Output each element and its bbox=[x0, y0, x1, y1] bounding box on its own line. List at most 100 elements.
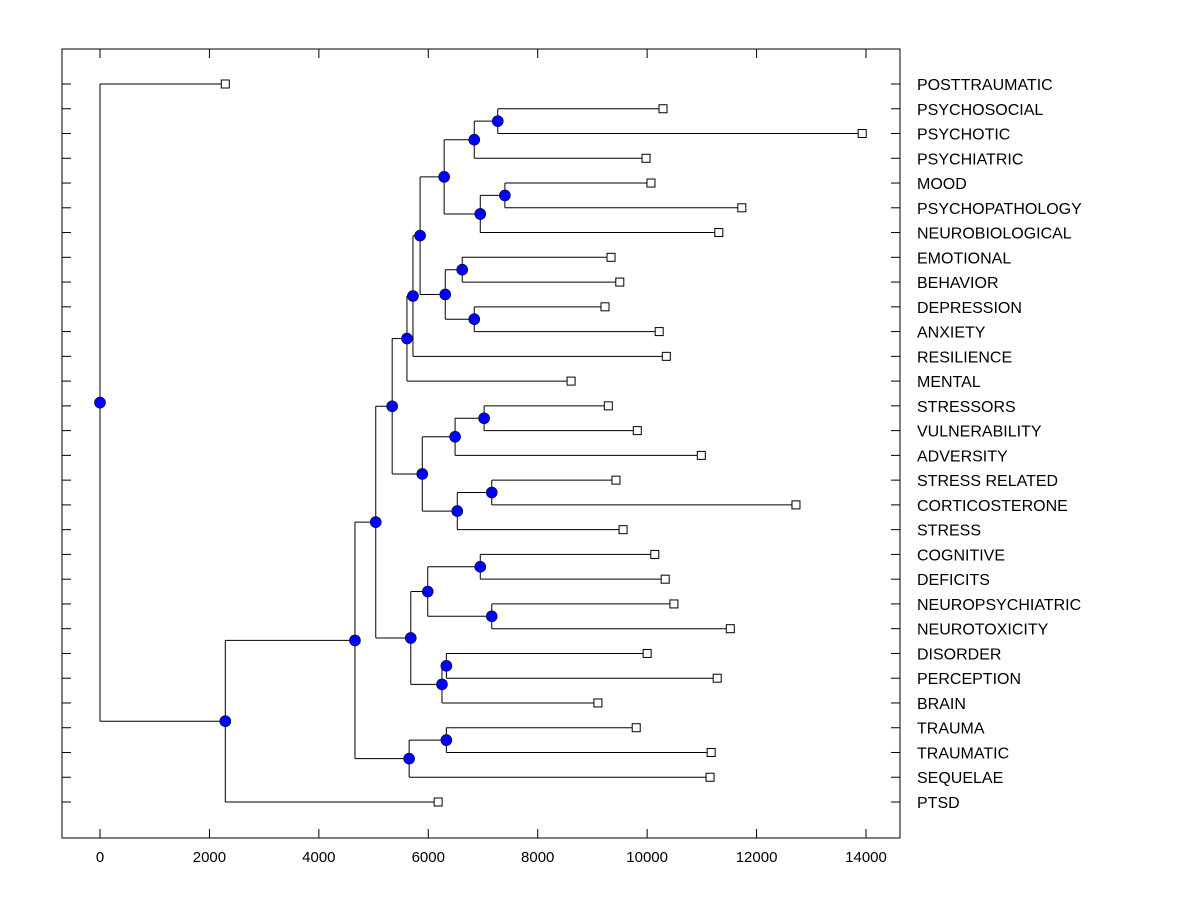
merge-node bbox=[403, 752, 415, 765]
leaf-label: NEUROBIOLOGICAL bbox=[917, 226, 1072, 243]
leaf-node bbox=[705, 772, 715, 782]
merge-node bbox=[440, 660, 453, 672]
leaf-node bbox=[706, 747, 716, 757]
merge-node bbox=[474, 560, 487, 573]
merge-node bbox=[421, 585, 434, 598]
merge-node bbox=[414, 229, 426, 242]
leaf-node bbox=[654, 327, 664, 337]
merge-node bbox=[485, 486, 498, 499]
merge-node bbox=[404, 632, 417, 644]
leaf-label: DEPRESSION bbox=[917, 300, 1022, 317]
leaf-node bbox=[632, 426, 642, 436]
leaf-node bbox=[661, 351, 671, 361]
dendrogram-leaves bbox=[220, 79, 867, 807]
leaf-label: CORTICOSTERONE bbox=[917, 498, 1068, 515]
leaf-node bbox=[220, 79, 230, 89]
merge-node bbox=[485, 610, 498, 623]
leaf-label: POSTTRAUMATIC bbox=[917, 77, 1053, 94]
leaf-node bbox=[566, 376, 576, 386]
x-tick-label: 14000 bbox=[845, 849, 887, 866]
x-tick-label: 2000 bbox=[193, 849, 226, 866]
merge-node bbox=[438, 171, 450, 183]
leaf-node bbox=[642, 648, 652, 658]
leaf-node bbox=[606, 252, 616, 262]
x-tick-label: 6000 bbox=[412, 849, 445, 866]
x-axis: 0 2000 4000 6000 8000 10000 12000 14000 bbox=[96, 49, 887, 866]
leaf-label: STRESS RELATED bbox=[917, 473, 1058, 490]
leaf-node bbox=[660, 574, 670, 584]
plot-frame bbox=[61, 48, 901, 839]
merge-node bbox=[439, 288, 452, 301]
leaf-label: SEQUELAE bbox=[917, 770, 1003, 787]
leaf-node bbox=[857, 129, 867, 139]
leaf-label: NEUROTOXICITY bbox=[917, 622, 1049, 639]
leaf-node bbox=[725, 624, 735, 634]
leaf-label: BRAIN bbox=[917, 696, 966, 713]
y-axis bbox=[62, 83, 900, 803]
merge-node bbox=[456, 263, 469, 276]
merge-node bbox=[474, 208, 487, 220]
x-tick-label: 4000 bbox=[302, 849, 335, 866]
merge-node bbox=[440, 734, 453, 746]
leaf-node bbox=[603, 401, 613, 411]
merge-node bbox=[451, 505, 464, 517]
leaf-node bbox=[696, 450, 706, 460]
leaf-node bbox=[611, 475, 621, 485]
leaf-label: PSYCHOTIC bbox=[917, 127, 1010, 144]
merge-node bbox=[401, 332, 413, 345]
leaf-node bbox=[641, 153, 651, 163]
leaf-label: VULNERABILITY bbox=[917, 424, 1042, 441]
merge-node bbox=[468, 133, 481, 146]
merge-node bbox=[436, 678, 448, 691]
leaf-label: MOOD bbox=[917, 176, 967, 193]
leaf-label: TRAUMATIC bbox=[917, 745, 1009, 762]
leaf-label: ANXIETY bbox=[917, 325, 986, 342]
merge-node bbox=[449, 431, 461, 443]
dendrogram-links bbox=[99, 83, 863, 803]
leaf-node bbox=[433, 797, 443, 807]
leaf-label: PSYCHOSOCIAL bbox=[917, 102, 1043, 119]
leaf-node bbox=[618, 525, 628, 535]
leaf-node bbox=[669, 599, 679, 609]
leaf-label: TRAUMA bbox=[917, 721, 985, 738]
leaf-label: PSYCHOPATHOLOGY bbox=[917, 201, 1082, 218]
leaf-label: COGNITIVE bbox=[917, 547, 1005, 564]
leaf-label: PSYCHIATRIC bbox=[917, 151, 1023, 168]
x-tick-label: 8000 bbox=[521, 849, 554, 866]
merge-node bbox=[416, 468, 429, 480]
merge-node bbox=[468, 313, 481, 326]
leaf-node bbox=[631, 723, 641, 733]
leaf-label: DISORDER bbox=[917, 646, 1001, 663]
leaf-label: STRESSORS bbox=[917, 399, 1016, 416]
leaf-node bbox=[646, 178, 656, 188]
leaf-label: RESILIENCE bbox=[917, 349, 1012, 366]
leaf-node bbox=[658, 104, 668, 114]
x-tick-label: 12000 bbox=[736, 849, 778, 866]
merge-node bbox=[478, 412, 490, 425]
leaf-node bbox=[714, 228, 724, 238]
merge-node bbox=[499, 189, 511, 202]
leaf-label: PTSD bbox=[917, 795, 960, 812]
merge-node bbox=[94, 396, 106, 409]
x-tick-label: 10000 bbox=[626, 849, 668, 866]
leaf-label: ADVERSITY bbox=[917, 448, 1008, 465]
x-tick-label: 0 bbox=[96, 849, 104, 866]
leaf-node bbox=[650, 549, 660, 559]
merge-node bbox=[369, 516, 382, 528]
leaf-labels: POSTTRAUMATIC PSYCHOSOCIAL PSYCHOTIC PSYCHI… bbox=[917, 77, 1082, 812]
merge-node bbox=[386, 400, 398, 413]
leaf-label: EMOTIONAL bbox=[917, 250, 1011, 267]
leaf-node bbox=[593, 698, 603, 708]
merge-node bbox=[491, 115, 504, 127]
leaf-node bbox=[600, 302, 610, 312]
merge-node bbox=[219, 715, 232, 727]
leaf-node bbox=[712, 673, 722, 683]
leaf-label: STRESS bbox=[917, 523, 981, 540]
merge-node bbox=[349, 634, 361, 647]
leaf-node bbox=[615, 277, 625, 287]
leaf-node bbox=[791, 500, 801, 510]
leaf-label: MENTAL bbox=[917, 374, 981, 391]
leaf-label: BEHAVIOR bbox=[917, 275, 999, 292]
leaf-label: PERCEPTION bbox=[917, 671, 1021, 688]
